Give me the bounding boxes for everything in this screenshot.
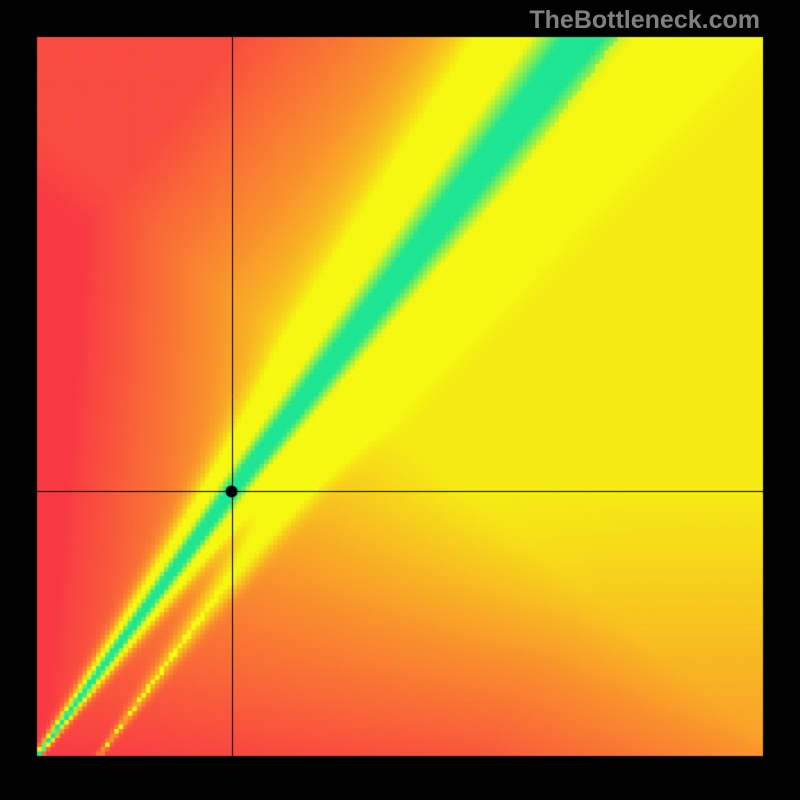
bottleneck-heatmap-canvas	[0, 0, 800, 800]
watermark-text: TheBottleneck.com	[529, 6, 760, 35]
